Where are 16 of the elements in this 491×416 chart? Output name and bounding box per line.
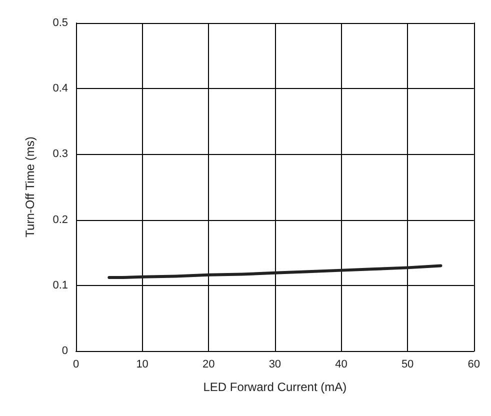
y-tick-label: 0.2 <box>52 214 68 226</box>
x-tick-label: 30 <box>268 358 282 370</box>
y-tick-label: 0.5 <box>52 17 68 29</box>
y-tick-label: 0.1 <box>52 279 68 292</box>
y-axis-title: Turn-Off Time (ms) <box>23 136 37 238</box>
x-tick-label: 50 <box>401 358 414 370</box>
x-tick-label: 0 <box>72 358 80 370</box>
y-tick-label: 0.3 <box>52 148 68 160</box>
y-tick-label: 0.4 <box>52 82 68 95</box>
line-series <box>108 264 442 280</box>
x-axis-title: LED Forward Current (mA) <box>203 380 347 394</box>
x-tick-label: 60 <box>468 358 480 370</box>
x-tick-label: 40 <box>335 358 348 370</box>
y-tick-label: 0 <box>62 345 68 357</box>
x-tick-label: 20 <box>202 358 215 370</box>
x-tick-label: 10 <box>136 358 148 370</box>
